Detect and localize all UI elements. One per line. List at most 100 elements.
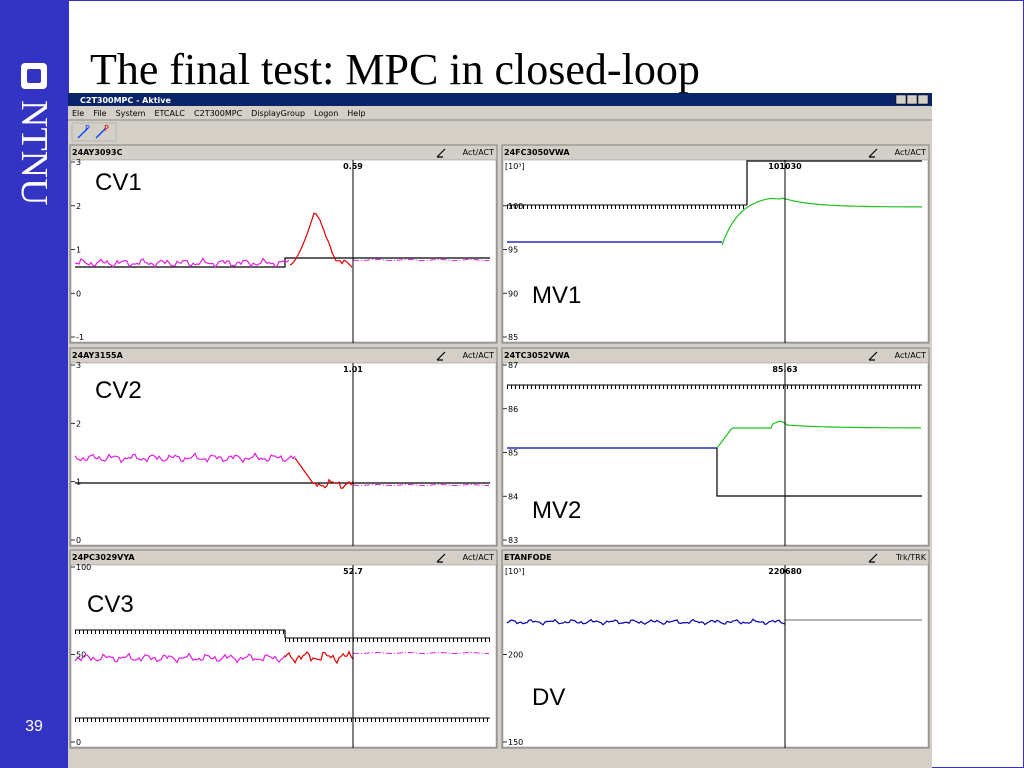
tick-label: 100 <box>76 563 91 572</box>
tick-label: 200 <box>508 651 523 660</box>
menu-item[interactable]: Help <box>347 109 365 118</box>
tick-label: 95 <box>508 246 518 255</box>
menu-item[interactable]: DisplayGroup <box>251 109 305 118</box>
trace <box>352 484 490 486</box>
logo-icon-inner <box>27 69 41 83</box>
panel-tag: 24FC3050VWA <box>504 148 570 157</box>
trend-panel: 24FC3050VWAAct/ACT[10³]100959085101030MV… <box>501 144 930 344</box>
toolbar-button[interactable] <box>71 122 117 142</box>
panel-tag: 24AY3093C <box>72 148 123 157</box>
plot-area <box>502 362 929 546</box>
menu-item[interactable]: System <box>116 109 146 118</box>
plot-area <box>70 564 497 748</box>
trace <box>352 652 490 654</box>
min-button[interactable] <box>895 94 907 105</box>
trace <box>716 420 921 449</box>
tick-label: 1 <box>76 246 81 255</box>
overlay-label: MV2 <box>532 497 581 524</box>
trace <box>289 212 353 268</box>
trace <box>284 650 354 665</box>
panel-mode[interactable]: Act/ACT <box>463 553 494 562</box>
overlay-label: CV1 <box>95 169 142 196</box>
mode-icon <box>868 553 878 563</box>
sidebar <box>0 0 68 768</box>
overlay-label: CV2 <box>95 377 142 404</box>
title-bar <box>68 93 932 106</box>
cursor-value: 220680 <box>768 567 802 576</box>
tick-label: 3 <box>76 158 81 167</box>
cursor-value: 0.59 <box>343 162 363 171</box>
plot-area <box>502 159 929 343</box>
trend-panel: 24AY3155A Act/ACT 3 2 1 0 1.01 CV2 <box>69 347 498 547</box>
tick-label: -1 <box>76 333 84 342</box>
plot-area <box>70 362 497 546</box>
trace <box>74 452 296 464</box>
panel-mode[interactable]: Act/ACT <box>463 351 494 360</box>
tick-label: 2 <box>76 202 81 211</box>
panel-tag: 24AY3155A <box>72 351 124 360</box>
tick-label: 1 <box>76 478 81 487</box>
mode-icon <box>436 553 446 563</box>
panel-tag: 24TC3052VWA <box>504 351 570 360</box>
trend-panel: ETANFODE Trk/TRK [10³] 200 150 220680 DV <box>501 549 930 749</box>
toolbar-icon-p: P <box>85 124 90 133</box>
tick-label: 90 <box>508 289 518 298</box>
tick-label: 83 <box>508 536 518 545</box>
cursor-value: 85.63 <box>772 365 797 374</box>
overlay-label: CV3 <box>87 591 134 618</box>
panel-mode[interactable]: Act/ACT <box>895 351 926 360</box>
menu-item[interactable]: ETCALC <box>154 109 185 118</box>
tick-label: 86 <box>508 405 518 414</box>
toolbar-icon <box>77 127 107 139</box>
trace <box>74 652 286 664</box>
window-title: C2T300MPC - Aktive <box>80 96 171 105</box>
tick-label: 0 <box>76 289 81 298</box>
panel-unit: [10³] <box>505 162 525 171</box>
panel-tag: 24PC3029VYA <box>72 553 135 562</box>
tick-label: 0 <box>76 738 81 747</box>
panel-mode[interactable]: Act/ACT <box>895 148 926 157</box>
cursor-value: 101030 <box>768 162 802 171</box>
max-button[interactable] <box>906 94 918 105</box>
trace <box>506 618 786 626</box>
tick-label: 0 <box>76 536 81 545</box>
panel-mode[interactable]: Trk/TRK <box>895 553 927 562</box>
tick-label: 50 <box>76 651 86 660</box>
overlay-label: MV1 <box>532 282 581 309</box>
tick-label: 87 <box>508 361 518 370</box>
tick-label: 3 <box>76 361 81 370</box>
page-number: 39 <box>25 718 43 735</box>
tick-label: 150 <box>508 738 523 747</box>
tick-label: 85 <box>508 333 518 342</box>
trace <box>352 258 490 262</box>
mode-icon <box>436 148 446 158</box>
overlay-label: DV <box>532 684 565 711</box>
trend-panel: 24PC3029VYA Act/ACT 100 50 0 52.7 CV3 <box>69 549 498 749</box>
trace <box>746 160 922 205</box>
logo-text: NTNU <box>13 100 55 206</box>
app-window: C2T300MPC - Aktive P P Ele File System ETCA… <box>68 93 932 768</box>
plot-area <box>502 564 929 748</box>
mode-icon <box>868 351 878 361</box>
plot-area <box>70 159 497 343</box>
trend-panel: 24TC3052VWA Act/ACT 87 86 85 84 83 85.63 MV2 <box>501 347 930 547</box>
panel-mode[interactable]: Act/ACT <box>463 148 494 157</box>
menu-item[interactable]: C2T300MPC <box>194 109 243 118</box>
menu-item[interactable]: Ele <box>72 109 84 118</box>
slide-title: The final test: MPC in closed-loop <box>90 45 700 94</box>
toolbar-icon-p2: P <box>104 124 109 133</box>
close-button[interactable] <box>917 94 929 105</box>
tick-label: 2 <box>76 419 81 428</box>
trend-panel: 24AY3093C Act/ACT 3 2 1 0 -1 0.59 CV1 <box>69 144 498 344</box>
tick-label: 84 <box>508 492 518 501</box>
trace <box>74 256 290 269</box>
trace <box>721 197 922 246</box>
menu-item[interactable]: File <box>93 109 106 118</box>
panel-tag: ETANFODE <box>504 553 552 562</box>
cursor-value: 1.01 <box>343 365 363 374</box>
menu-item[interactable]: Logon <box>314 109 338 118</box>
mode-icon <box>868 148 878 158</box>
mode-icon <box>436 351 446 361</box>
